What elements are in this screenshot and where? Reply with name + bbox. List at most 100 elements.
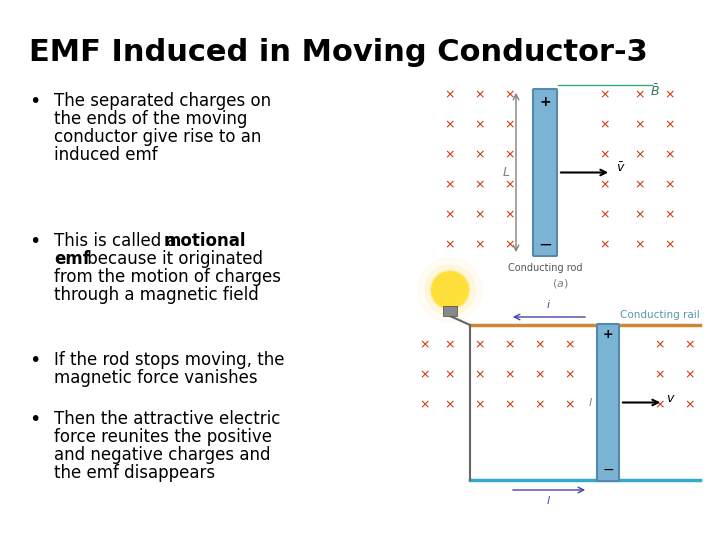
Text: motional: motional bbox=[164, 232, 246, 250]
Circle shape bbox=[418, 258, 482, 322]
Text: ×: × bbox=[505, 339, 516, 352]
Text: ×: × bbox=[685, 368, 696, 381]
Text: ×: × bbox=[474, 89, 485, 102]
Text: $i$: $i$ bbox=[546, 298, 552, 310]
Text: ×: × bbox=[474, 118, 485, 132]
Text: ×: × bbox=[474, 399, 485, 411]
Text: conductor give rise to an: conductor give rise to an bbox=[54, 128, 261, 146]
Text: and negative charges and: and negative charges and bbox=[54, 447, 271, 464]
Text: because it originated: because it originated bbox=[82, 250, 263, 268]
Text: ×: × bbox=[445, 239, 455, 252]
Text: ×: × bbox=[474, 179, 485, 192]
Text: +: + bbox=[539, 95, 551, 109]
FancyBboxPatch shape bbox=[597, 324, 619, 481]
Text: $\bar{v}$: $\bar{v}$ bbox=[616, 162, 626, 176]
Text: ×: × bbox=[474, 368, 485, 381]
Text: •: • bbox=[29, 351, 40, 370]
Text: ×: × bbox=[420, 339, 431, 352]
Text: ×: × bbox=[474, 239, 485, 252]
Text: $\bar{B}$: $\bar{B}$ bbox=[650, 83, 660, 98]
Text: through a magnetic field: through a magnetic field bbox=[54, 286, 258, 304]
Text: emf: emf bbox=[54, 250, 90, 268]
Text: ×: × bbox=[445, 148, 455, 161]
Text: −: − bbox=[602, 463, 614, 477]
Text: ×: × bbox=[600, 179, 611, 192]
Text: ×: × bbox=[505, 179, 516, 192]
Text: ×: × bbox=[505, 208, 516, 221]
Text: ×: × bbox=[600, 118, 611, 132]
Text: ×: × bbox=[665, 208, 675, 221]
Text: Conducting rail: Conducting rail bbox=[620, 310, 700, 320]
Text: +: + bbox=[603, 328, 613, 341]
Text: force reunites the positive: force reunites the positive bbox=[54, 428, 272, 447]
Text: ×: × bbox=[600, 89, 611, 102]
Text: ×: × bbox=[654, 399, 665, 411]
Text: ×: × bbox=[535, 399, 545, 411]
Text: •: • bbox=[29, 410, 40, 429]
Text: ×: × bbox=[445, 118, 455, 132]
Text: ×: × bbox=[685, 339, 696, 352]
Text: ×: × bbox=[445, 208, 455, 221]
Text: $(a)$: $(a)$ bbox=[552, 277, 568, 290]
Text: ×: × bbox=[635, 179, 645, 192]
Circle shape bbox=[432, 272, 468, 308]
Text: ×: × bbox=[600, 208, 611, 221]
Text: ×: × bbox=[445, 339, 455, 352]
Text: $l$: $l$ bbox=[546, 494, 552, 506]
Text: ×: × bbox=[445, 179, 455, 192]
Text: ×: × bbox=[665, 179, 675, 192]
Text: $v$: $v$ bbox=[666, 392, 675, 405]
Text: the emf disappears: the emf disappears bbox=[54, 464, 215, 482]
Text: ×: × bbox=[635, 148, 645, 161]
Circle shape bbox=[430, 270, 470, 310]
Text: ×: × bbox=[600, 148, 611, 161]
Text: This is called a: This is called a bbox=[54, 232, 182, 250]
Text: ×: × bbox=[474, 148, 485, 161]
Text: ×: × bbox=[635, 118, 645, 132]
Text: ×: × bbox=[474, 339, 485, 352]
Text: ×: × bbox=[505, 148, 516, 161]
Text: ×: × bbox=[635, 89, 645, 102]
Text: ×: × bbox=[535, 339, 545, 352]
Text: ×: × bbox=[654, 368, 665, 381]
Text: ×: × bbox=[635, 239, 645, 252]
Circle shape bbox=[425, 265, 475, 315]
Text: ×: × bbox=[654, 339, 665, 352]
Text: from the motion of charges: from the motion of charges bbox=[54, 268, 281, 286]
Text: ×: × bbox=[420, 368, 431, 381]
Text: ×: × bbox=[564, 399, 575, 411]
Text: ×: × bbox=[474, 208, 485, 221]
Text: Then the attractive electric: Then the attractive electric bbox=[54, 410, 280, 428]
Text: ×: × bbox=[564, 339, 575, 352]
Text: ×: × bbox=[445, 89, 455, 102]
Text: ×: × bbox=[535, 368, 545, 381]
Text: ×: × bbox=[665, 118, 675, 132]
Text: $L$: $L$ bbox=[502, 166, 510, 179]
Text: ×: × bbox=[685, 399, 696, 411]
Text: ×: × bbox=[505, 368, 516, 381]
Text: The separated charges on: The separated charges on bbox=[54, 92, 271, 110]
Text: $l$: $l$ bbox=[588, 396, 593, 408]
Text: ×: × bbox=[445, 399, 455, 411]
Text: ×: × bbox=[505, 239, 516, 252]
Text: ×: × bbox=[665, 89, 675, 102]
Text: the ends of the moving: the ends of the moving bbox=[54, 110, 248, 128]
Text: −: − bbox=[538, 236, 552, 254]
Text: •: • bbox=[29, 232, 40, 251]
Text: ×: × bbox=[505, 118, 516, 132]
FancyBboxPatch shape bbox=[533, 89, 557, 256]
Text: Conducting rod: Conducting rod bbox=[508, 263, 582, 273]
Text: magnetic force vanishes: magnetic force vanishes bbox=[54, 369, 258, 387]
Text: ×: × bbox=[564, 368, 575, 381]
Text: induced emf: induced emf bbox=[54, 146, 158, 164]
Text: ×: × bbox=[505, 89, 516, 102]
Text: EMF Induced in Moving Conductor-3: EMF Induced in Moving Conductor-3 bbox=[29, 38, 647, 67]
Text: ×: × bbox=[445, 368, 455, 381]
Text: ×: × bbox=[505, 399, 516, 411]
Text: ×: × bbox=[665, 148, 675, 161]
Text: ×: × bbox=[665, 239, 675, 252]
Text: •: • bbox=[29, 92, 40, 111]
Text: ×: × bbox=[600, 239, 611, 252]
Text: ×: × bbox=[420, 399, 431, 411]
Text: If the rod stops moving, the: If the rod stops moving, the bbox=[54, 351, 284, 369]
